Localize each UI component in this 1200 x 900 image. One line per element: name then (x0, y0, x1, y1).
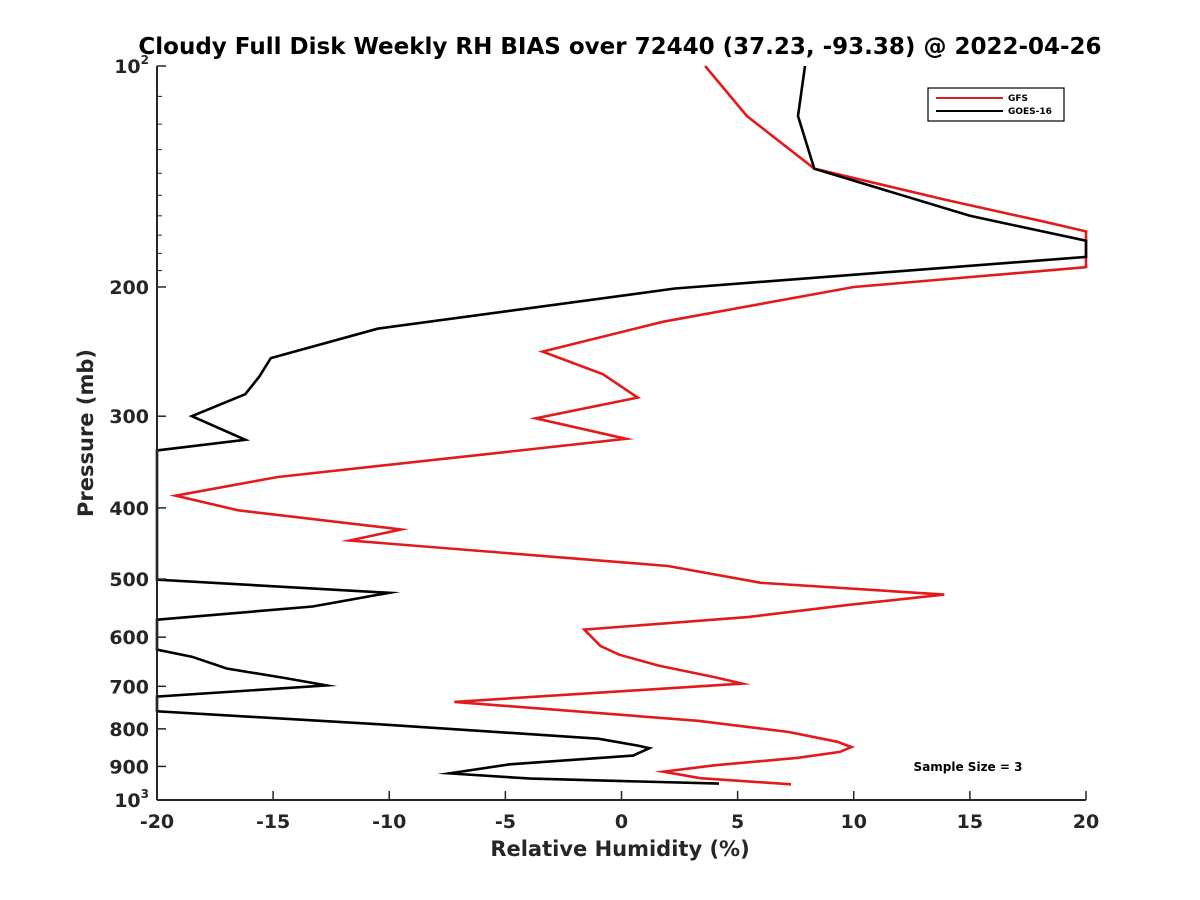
x-tick-label: -15 (256, 811, 290, 833)
y-axis-label: Pressure (mb) (74, 349, 98, 517)
y-tick-label: 700 (109, 676, 149, 698)
y-tick-label: 800 (109, 719, 149, 741)
y-tick-label: 500 (109, 569, 149, 591)
x-tick-label: 10 (841, 811, 867, 833)
legend: GFS GOES-16 (927, 87, 1065, 122)
sample-size-annotation: Sample Size = 3 (914, 760, 1023, 774)
x-axis-label: Relative Humidity (%) (490, 837, 749, 861)
y-tick-label: 103 (114, 787, 149, 812)
series-layer (155, 65, 1088, 786)
series-line-goes-16 (155, 65, 1088, 785)
y-tick-label: 300 (109, 406, 149, 428)
y-axis-ticks: 102 200 300 400 500 600 700 800 900 103 (109, 53, 166, 812)
y-tick-label: 102 (114, 53, 149, 78)
x-tick-label: 15 (957, 811, 983, 833)
y-tick-label: 900 (109, 756, 149, 778)
y-tick-label: 200 (109, 277, 149, 299)
plot-background (157, 66, 1086, 800)
plot-area: -20 -15 -10 -5 0 5 10 15 20 102 200 300 400 500 600 70… (109, 53, 1099, 833)
x-tick-label: 20 (1073, 811, 1099, 833)
x-tick-label: 5 (731, 811, 744, 833)
legend-label-gfs: GFS (1008, 94, 1028, 104)
legend-box (927, 87, 1065, 122)
series-line-gfs (169, 65, 1088, 786)
y-tick-label: 600 (109, 627, 149, 649)
x-tick-label: -20 (140, 811, 174, 833)
x-tick-label: -10 (372, 811, 406, 833)
y-tick-label: 400 (109, 498, 149, 520)
x-axis-ticks: -20 -15 -10 -5 0 5 10 15 20 (140, 791, 1099, 833)
x-tick-label: 0 (615, 811, 628, 833)
legend-label-goes: GOES-16 (1008, 107, 1052, 117)
x-tick-label: -5 (495, 811, 516, 833)
chart-title: Cloudy Full Disk Weekly RH BIAS over 724… (138, 34, 1101, 60)
